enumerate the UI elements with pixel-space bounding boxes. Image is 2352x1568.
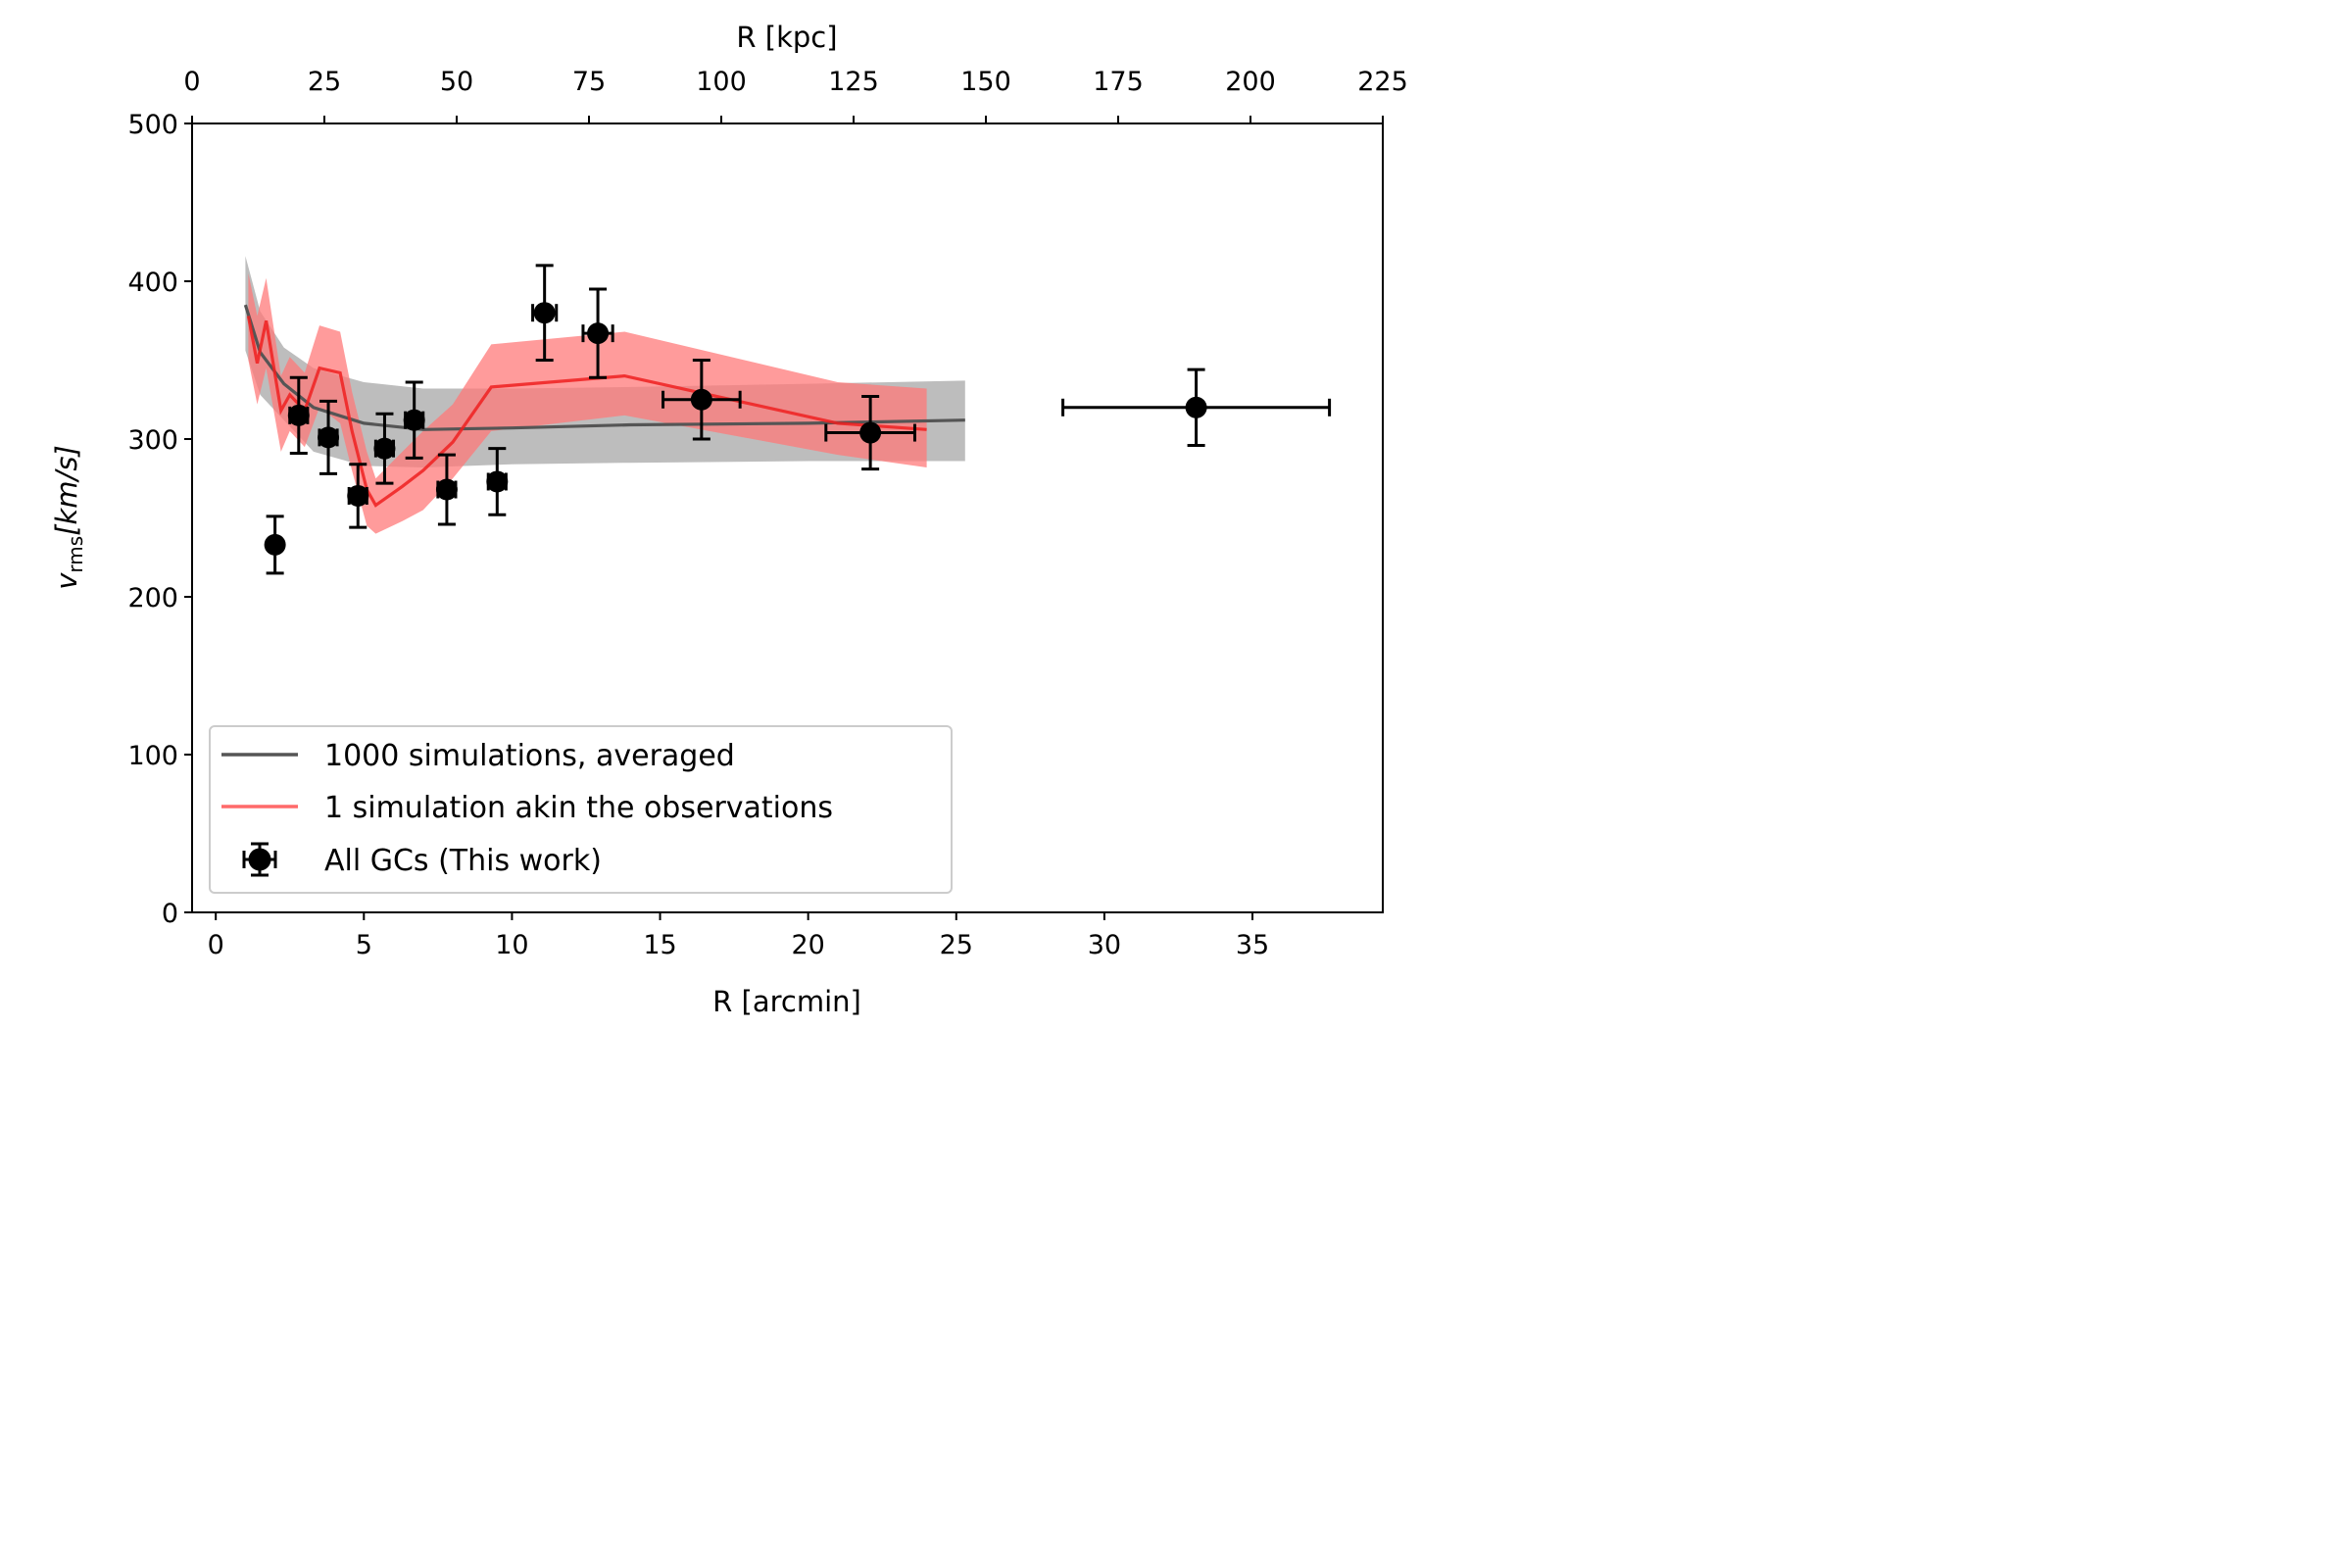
marker xyxy=(486,470,509,493)
x-tick-label: 30 xyxy=(1088,930,1121,960)
legend-label-single: 1 simulation akin the observations xyxy=(324,791,833,825)
top-x-tick-label: 225 xyxy=(1357,67,1408,97)
marker xyxy=(587,322,610,345)
data-point-4 xyxy=(373,412,396,485)
top-x-axis-label: R [kpc] xyxy=(736,21,837,54)
top-x-tick-label: 150 xyxy=(960,67,1011,97)
top-x-axis: 0 25 50 75 100 125 150 175 200 225 xyxy=(183,67,1408,123)
x-tick-label: 10 xyxy=(495,930,528,960)
marker xyxy=(264,533,286,556)
data-point-0 xyxy=(264,514,286,575)
x-tick-label: 25 xyxy=(940,930,973,960)
marker xyxy=(403,409,425,431)
y-axis-label-symbol: v xyxy=(50,572,83,590)
top-x-tick-label: 75 xyxy=(572,67,606,97)
series-1-line xyxy=(246,316,927,508)
data-point-7 xyxy=(486,447,509,516)
chart-figure: 0 5 10 15 20 25 30 35 0 100 200 300 400 500 0 25 50 75 1… xyxy=(50,21,1408,1018)
y-tick-label: 500 xyxy=(127,110,178,140)
marker xyxy=(435,478,458,501)
marker xyxy=(373,437,396,460)
plot-area xyxy=(243,256,1332,575)
legend-swatch-gcs xyxy=(242,842,277,877)
y-axis-label: vrms[km/s] xyxy=(50,445,87,590)
x-axis-label: R [arcmin] xyxy=(712,985,861,1018)
x-tick-label: 5 xyxy=(356,930,372,960)
marker xyxy=(1185,396,1207,418)
data-point-3 xyxy=(347,463,369,529)
series-0-line xyxy=(243,304,965,431)
data-point-9 xyxy=(581,287,614,379)
bottom-x-axis: 0 5 10 15 20 25 30 35 xyxy=(208,912,1269,960)
top-x-tick-label: 200 xyxy=(1225,67,1276,97)
data-point-11 xyxy=(824,395,916,471)
y-tick-label: 100 xyxy=(127,741,178,771)
axes-frame xyxy=(191,122,1384,913)
y-tick-label: 400 xyxy=(127,268,178,298)
series-1-band xyxy=(248,272,927,534)
y-axis-label-subscript: rms xyxy=(64,536,87,573)
y-tick-label: 300 xyxy=(127,425,178,456)
data-point-2 xyxy=(318,399,340,475)
top-x-tick-label: 25 xyxy=(308,67,341,97)
legend-label-gcs: All GCs (This work) xyxy=(324,844,602,878)
marker xyxy=(859,421,882,444)
legend-box xyxy=(209,725,953,894)
marker xyxy=(347,484,369,507)
data-point-12 xyxy=(1061,368,1332,447)
top-x-tick-label: 125 xyxy=(828,67,879,97)
x-tick-label: 0 xyxy=(208,930,224,960)
top-x-tick-label: 100 xyxy=(696,67,747,97)
marker xyxy=(690,388,712,411)
y-axis: 0 100 200 300 400 500 xyxy=(127,110,192,929)
legend: 1000 simulations, averaged 1 simulation … xyxy=(209,725,953,894)
y-axis-label-unit: [km/s] xyxy=(50,445,83,536)
legend-label-averaged: 1000 simulations, averaged xyxy=(324,739,735,773)
marker xyxy=(318,426,340,449)
x-tick-label: 35 xyxy=(1236,930,1269,960)
data-point-5 xyxy=(403,380,425,460)
y-tick-label: 0 xyxy=(162,899,178,929)
data-point-8 xyxy=(531,264,559,362)
top-x-tick-label: 0 xyxy=(183,67,200,97)
data-point-10 xyxy=(662,359,742,441)
marker xyxy=(533,302,556,324)
top-x-tick-label: 175 xyxy=(1093,67,1144,97)
marker xyxy=(287,404,310,426)
top-x-tick-label: 50 xyxy=(440,67,473,97)
data-point-6 xyxy=(435,453,458,526)
x-tick-label: 15 xyxy=(643,930,676,960)
y-tick-label: 200 xyxy=(127,583,178,613)
data-point-1 xyxy=(287,375,310,455)
x-tick-label: 20 xyxy=(791,930,824,960)
